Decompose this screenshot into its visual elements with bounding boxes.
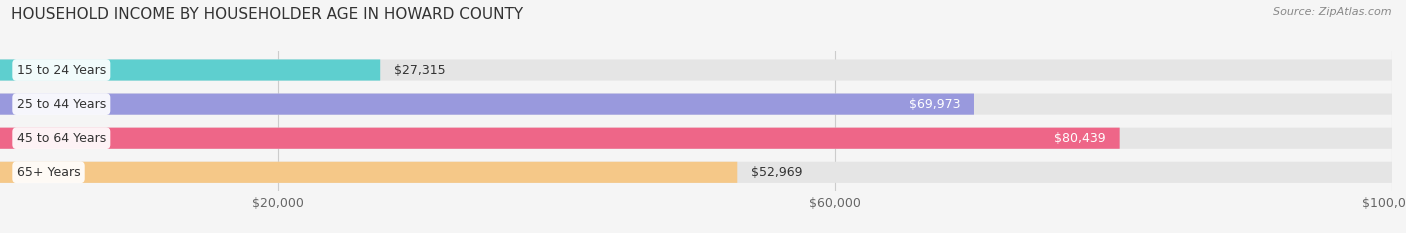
FancyBboxPatch shape [0, 93, 1392, 115]
Text: 45 to 64 Years: 45 to 64 Years [17, 132, 105, 145]
Text: HOUSEHOLD INCOME BY HOUSEHOLDER AGE IN HOWARD COUNTY: HOUSEHOLD INCOME BY HOUSEHOLDER AGE IN H… [11, 7, 523, 22]
FancyBboxPatch shape [0, 128, 1119, 149]
Text: 65+ Years: 65+ Years [17, 166, 80, 179]
Text: $27,315: $27,315 [394, 64, 446, 76]
Text: $80,439: $80,439 [1054, 132, 1105, 145]
FancyBboxPatch shape [0, 59, 380, 81]
Text: 15 to 24 Years: 15 to 24 Years [17, 64, 105, 76]
FancyBboxPatch shape [0, 162, 737, 183]
FancyBboxPatch shape [0, 93, 974, 115]
FancyBboxPatch shape [0, 128, 1392, 149]
Text: 25 to 44 Years: 25 to 44 Years [17, 98, 105, 111]
Text: Source: ZipAtlas.com: Source: ZipAtlas.com [1274, 7, 1392, 17]
Text: $52,969: $52,969 [751, 166, 803, 179]
Text: $69,973: $69,973 [908, 98, 960, 111]
FancyBboxPatch shape [0, 59, 1392, 81]
FancyBboxPatch shape [0, 162, 1392, 183]
